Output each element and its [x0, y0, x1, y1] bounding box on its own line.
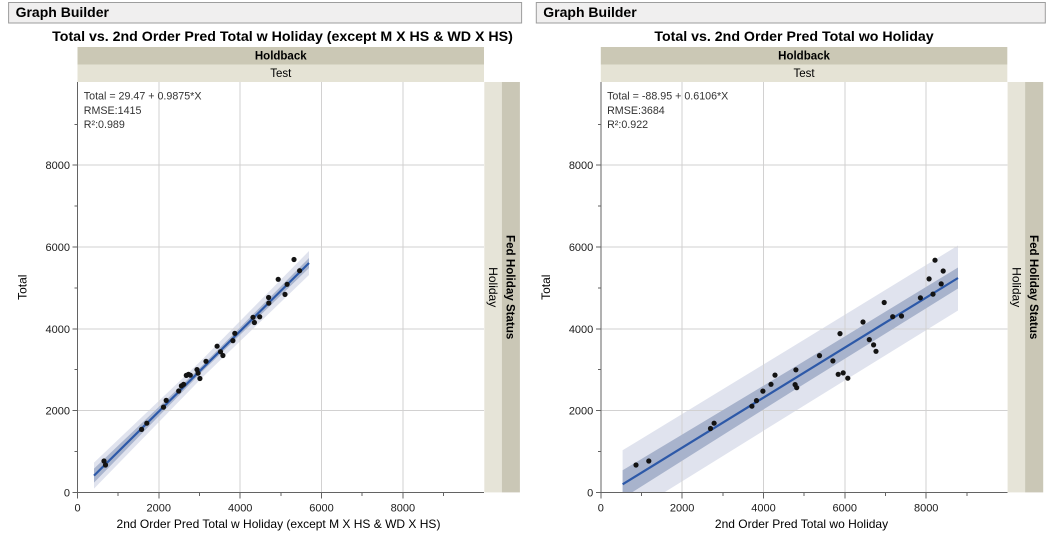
svg-text:Holdback: Holdback: [255, 51, 307, 63]
svg-text:Total: Total: [16, 275, 30, 300]
svg-text:RMSE:1415: RMSE:1415: [84, 105, 142, 117]
svg-text:6000: 6000: [833, 503, 857, 515]
svg-text:2000: 2000: [569, 406, 593, 418]
svg-text:2nd Order Pred Total wo Holida: 2nd Order Pred Total wo Holiday: [715, 517, 888, 531]
svg-text:2000: 2000: [147, 503, 171, 515]
svg-text:Fed Holiday Status: Fed Holiday Status: [504, 235, 517, 339]
svg-text:6000: 6000: [569, 242, 593, 254]
svg-text:8000: 8000: [391, 503, 415, 515]
svg-text:8000: 8000: [569, 160, 593, 172]
svg-text:Holiday: Holiday: [486, 267, 500, 307]
svg-text:4000: 4000: [569, 324, 593, 336]
svg-text:0: 0: [64, 487, 70, 499]
svg-text:RMSE:3684: RMSE:3684: [607, 105, 665, 117]
svg-text:Total = 29.47 + 0.9875*X: Total = 29.47 + 0.9875*X: [84, 91, 202, 103]
svg-text:2nd Order Pred Total w Holiday: 2nd Order Pred Total w Holiday (except M…: [117, 517, 441, 531]
svg-text:Test: Test: [270, 68, 292, 80]
svg-text:Graph Builder: Graph Builder: [16, 4, 110, 20]
svg-text:Total: Total: [539, 275, 553, 300]
svg-text:4000: 4000: [228, 503, 252, 515]
svg-text:4000: 4000: [46, 324, 70, 336]
svg-text:R²:0.922: R²:0.922: [607, 119, 648, 131]
svg-text:Fed Holiday Status: Fed Holiday Status: [1027, 235, 1040, 339]
svg-text:8000: 8000: [46, 160, 70, 172]
svg-text:Total vs. 2nd Order Pred Total: Total vs. 2nd Order Pred Total wo Holida…: [654, 29, 933, 45]
svg-text:2000: 2000: [670, 503, 694, 515]
svg-text:Graph Builder: Graph Builder: [543, 4, 637, 20]
svg-text:0: 0: [74, 503, 80, 515]
svg-text:Holiday: Holiday: [1009, 267, 1023, 307]
svg-text:6000: 6000: [309, 503, 333, 515]
svg-text:R²:0.989: R²:0.989: [84, 119, 125, 131]
svg-text:Holdback: Holdback: [778, 51, 830, 63]
svg-text:Total vs. 2nd Order Pred Total: Total vs. 2nd Order Pred Total w Holiday…: [52, 29, 513, 45]
svg-text:0: 0: [587, 487, 593, 499]
svg-text:Test: Test: [794, 68, 816, 80]
svg-text:2000: 2000: [46, 406, 70, 418]
svg-text:Total = -88.95 + 0.6106*X: Total = -88.95 + 0.6106*X: [607, 91, 728, 103]
svg-text:0: 0: [598, 503, 604, 515]
svg-text:4000: 4000: [751, 503, 775, 515]
svg-text:6000: 6000: [46, 242, 70, 254]
svg-text:8000: 8000: [914, 503, 938, 515]
